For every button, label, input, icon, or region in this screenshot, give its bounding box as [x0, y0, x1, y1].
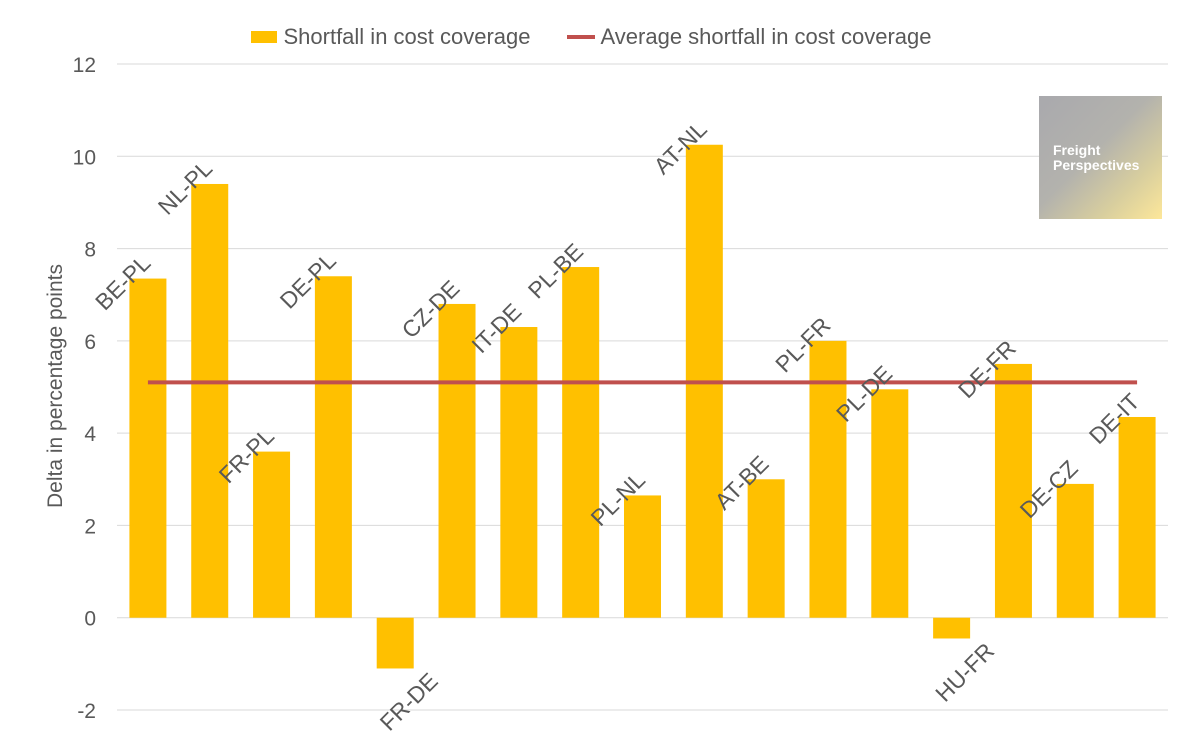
y-tick-label: 10: [73, 146, 96, 169]
bar-it-de: [500, 327, 538, 618]
legend-label-line: Average shortfall in cost coverage: [600, 24, 932, 49]
y-tick-label: -2: [77, 700, 96, 723]
freight-perspectives-logo: Freight Perspectives: [1039, 96, 1162, 219]
y-tick-label: 6: [84, 331, 96, 354]
bar-pl-nl: [624, 495, 661, 618]
bar-at-be: [747, 479, 785, 618]
legend-item-bars: Shortfall in cost coverage: [251, 24, 531, 50]
logo-line-2: Perspectives: [1053, 157, 1140, 173]
y-tick-label: 4: [84, 423, 96, 446]
bar-de-it: [1118, 416, 1156, 618]
gridlines: [117, 63, 1168, 711]
bar-pl-be: [562, 267, 600, 618]
y-tick-label: 12: [73, 54, 96, 77]
y-tick-labels: -2 0 2 4 6 8 10 12: [73, 54, 97, 723]
legend-swatch-bars: [251, 31, 278, 43]
y-tick-label: 8: [84, 239, 96, 262]
legend-swatch-line: [566, 35, 595, 39]
bar-pl-de: [871, 389, 909, 618]
y-tick-label: 0: [84, 608, 96, 631]
legend-label-bars: Shortfall in cost coverage: [283, 24, 531, 49]
bar-de-pl: [314, 276, 352, 618]
bar-fr-de: [376, 617, 414, 669]
bar-pl-fr: [809, 340, 847, 618]
bar-cz-de: [438, 303, 476, 618]
bar-de-cz: [1056, 483, 1094, 618]
chart-legend: Shortfall in cost coverage Average short…: [0, 24, 1183, 50]
bar-hu-fr: [933, 617, 971, 639]
y-tick-label: 2: [84, 515, 96, 538]
bar-be-pl: [129, 278, 167, 618]
category-label: HU-FR: [930, 638, 999, 707]
y-axis-title: Delta in percentage points: [44, 264, 67, 508]
bars: [129, 144, 1156, 669]
bar-de-fr: [994, 363, 1032, 618]
bar-nl-pl: [191, 183, 229, 618]
logo-line-1: Freight: [1053, 142, 1101, 158]
legend-item-line: Average shortfall in cost coverage: [566, 24, 932, 50]
bar-fr-pl: [253, 451, 291, 618]
category-label: FR-DE: [375, 668, 443, 736]
